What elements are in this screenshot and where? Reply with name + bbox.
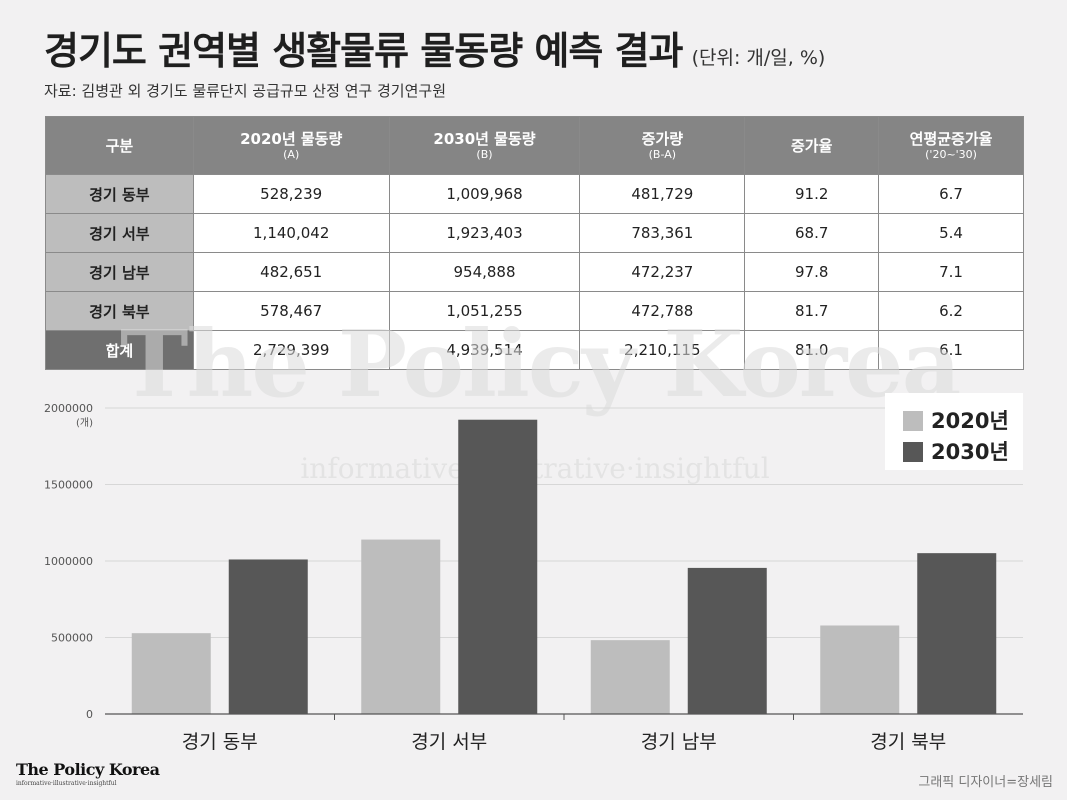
legend-swatch [903, 442, 923, 462]
table-cell: 6.2 [878, 291, 1024, 331]
bar-2030 [458, 419, 538, 714]
designer-credit: 그래픽 디자이너=장세림 [918, 775, 1053, 790]
table-cell: 97.8 [744, 252, 880, 292]
table-cell: 1,140,042 [192, 213, 390, 253]
source-note: 자료: 김병관 외 경기도 물류단지 공급규모 산정 연구 경기연구원 [44, 82, 447, 100]
table-cell: 81.7 [744, 291, 880, 331]
table-cell: 528,239 [192, 174, 390, 214]
table-cell: 7.1 [878, 252, 1024, 292]
table-cell: 472,237 [579, 252, 746, 292]
column-header: 증가량 (B-A) [579, 116, 746, 175]
table-cell: 783,361 [579, 213, 746, 253]
table-cell: 1,051,255 [388, 291, 581, 331]
logo-tagline: informative·illustrative·insightful [16, 780, 117, 787]
logo-text: The Policy Korea [16, 760, 160, 779]
title-block: 경기도 권역별 생활물류 물동량 예측 결과 (단위: 개/일, %) [44, 20, 825, 75]
bar-2030 [917, 553, 997, 714]
table-row: 경기 서부 1,140,042 1,923,403 783,361 68.7 5… [45, 213, 1024, 253]
table-header-row: 구분 2020년 물동량 (A) 2030년 물동량 (B) 증가량 (B-A) 증가… [45, 116, 1024, 175]
y-tick-label: 1500000 [44, 479, 93, 492]
table-cell: 68.7 [744, 213, 880, 253]
table-cell: 2,210,115 [579, 330, 746, 370]
table-row: 경기 동부 528,239 1,009,968 481,729 91.2 6.7 [45, 174, 1024, 214]
x-category-label: 경기 북부 [870, 731, 946, 753]
table-cell: 5.4 [878, 213, 1024, 253]
table-cell: 2,729,399 [192, 330, 390, 370]
chart-bars [131, 419, 997, 714]
bar-2030 [228, 559, 308, 714]
bar-2020 [590, 640, 670, 714]
column-header: 구분 [45, 116, 194, 175]
y-tick-label: 0 [86, 708, 93, 721]
table-cell: 91.2 [744, 174, 880, 214]
legend-item-2020: 2020년 [903, 405, 1009, 435]
table-cell: 1,923,403 [388, 213, 581, 253]
row-label: 경기 동부 [45, 174, 194, 214]
unit-label: (단위: 개/일, %) [691, 47, 826, 69]
table-cell: 954,888 [388, 252, 581, 292]
table-cell: 1,009,968 [388, 174, 581, 214]
table-cell: 6.7 [878, 174, 1024, 214]
table-cell: 472,788 [579, 291, 746, 331]
column-header: 2030년 물동량 (B) [388, 116, 581, 175]
table-cell: 6.1 [878, 330, 1024, 370]
table-cell: 4,939,514 [388, 330, 581, 370]
bar-2020 [361, 539, 441, 714]
table-row: 경기 북부 578,467 1,051,255 472,788 81.7 6.2 [45, 291, 1024, 331]
row-label: 경기 북부 [45, 291, 194, 331]
x-category-label: 경기 동부 [182, 731, 258, 753]
column-header: 연평균증가율 ('20~'30) [878, 116, 1024, 175]
brand-logo: The Policy Korea informative·illustrativ… [16, 760, 160, 787]
row-label: 경기 서부 [45, 213, 194, 253]
table-cell: 578,467 [192, 291, 390, 331]
bar-2030 [687, 567, 767, 714]
legend-item-2030: 2030년 [903, 436, 1009, 466]
x-category-label: 경기 남부 [641, 731, 717, 753]
y-tick-label: 1000000 [44, 555, 93, 568]
data-table: 구분 2020년 물동량 (A) 2030년 물동량 (B) 증가량 (B-A) 증가… [45, 116, 1024, 370]
legend-swatch [903, 411, 923, 431]
table-row: 경기 남부 482,651 954,888 472,237 97.8 7.1 [45, 252, 1024, 292]
y-tick-label: 500000 [51, 632, 93, 645]
bar-2020 [131, 633, 211, 714]
page-title: 경기도 권역별 생활물류 물동량 예측 결과 [44, 29, 683, 73]
table-cell: 481,729 [579, 174, 746, 214]
column-header: 증가율 [744, 116, 880, 175]
table-cell: 482,651 [192, 252, 390, 292]
chart-legend: 2020년 2030년 [885, 393, 1023, 470]
row-label: 경기 남부 [45, 252, 194, 292]
table-total-row: 합계 2,729,399 4,939,514 2,210,115 81.0 6.… [45, 330, 1024, 370]
chart-axes: 0 500000 1000000 1500000 2000000 (개) 경기 동부 경기 서… [44, 402, 1023, 753]
x-category-label: 경기 서부 [411, 731, 487, 753]
column-header: 2020년 물동량 (A) [192, 116, 390, 175]
bar-chart: 0 500000 1000000 1500000 2000000 (개) 경기 동부 경기 서… [44, 402, 1023, 753]
y-tick-label: 2000000 [44, 402, 93, 415]
row-label: 합계 [45, 330, 194, 370]
bar-2020 [820, 625, 900, 714]
table-cell: 81.0 [744, 330, 880, 370]
y-axis-unit: (개) [76, 417, 93, 429]
